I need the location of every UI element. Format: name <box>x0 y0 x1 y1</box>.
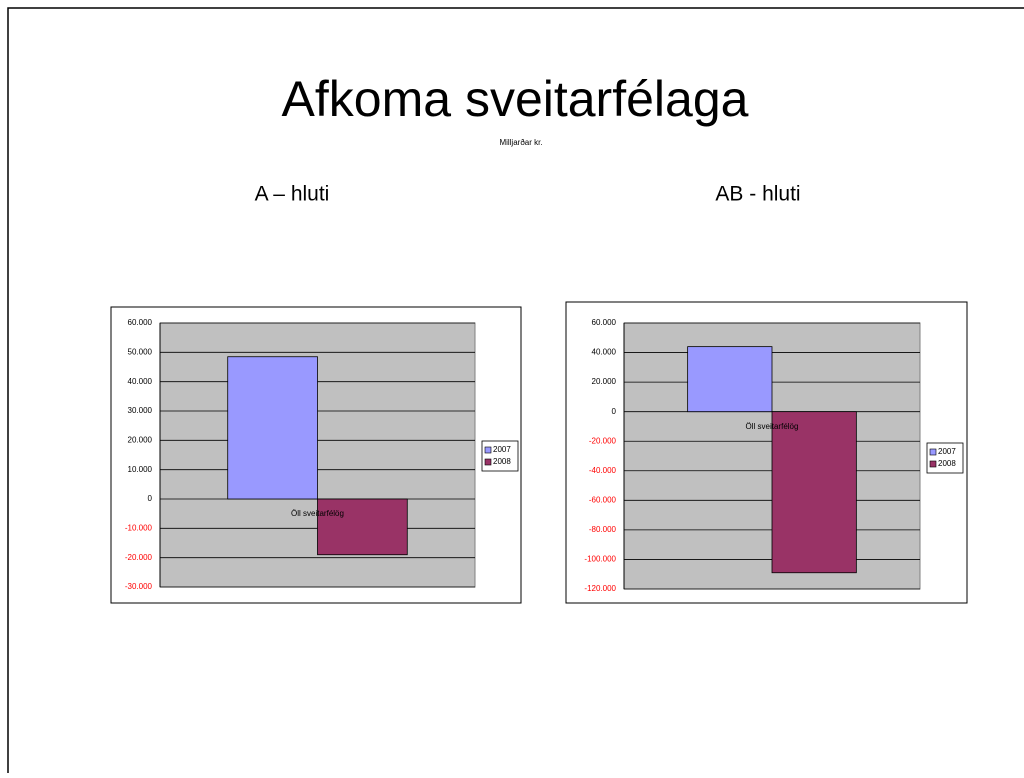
legend-box <box>481 440 519 472</box>
bar <box>771 411 857 574</box>
legend-swatch <box>929 448 937 456</box>
y-tick-label: 30.000 <box>128 406 153 415</box>
legend-swatch <box>484 458 492 466</box>
y-tick-label: -20.000 <box>125 553 153 562</box>
y-tick-label: 20.000 <box>592 377 617 386</box>
slide-subtitle: Milljarðar kr. <box>499 138 542 147</box>
category-label: Öll sveitarfélög <box>291 509 344 518</box>
bar <box>227 356 318 500</box>
slide-frame <box>7 7 1024 778</box>
y-tick-label: -20.000 <box>589 436 617 445</box>
y-tick-label: -40.000 <box>589 466 617 475</box>
legend-label: 2008 <box>938 459 956 468</box>
y-tick-label: 60.000 <box>128 318 153 327</box>
y-tick-label: -80.000 <box>589 525 617 534</box>
y-tick-label: -10.000 <box>125 523 153 532</box>
y-tick-label: -100.000 <box>584 555 616 564</box>
y-tick-label: 20.000 <box>128 435 153 444</box>
y-tick-label: 40.000 <box>592 348 617 357</box>
y-tick-label: -60.000 <box>589 495 617 504</box>
y-tick-label: 0 <box>148 494 153 503</box>
bar <box>317 498 408 556</box>
legend-box <box>926 442 964 474</box>
chart-title: AB - hluti <box>715 183 800 206</box>
legend-label: 2008 <box>493 457 511 466</box>
y-tick-label: 40.000 <box>128 377 153 386</box>
y-tick-label: 60.000 <box>592 318 617 327</box>
legend-swatch <box>929 460 937 468</box>
legend-swatch <box>484 446 492 454</box>
legend-label: 2007 <box>493 445 511 454</box>
category-label: Öll sveitarfélög <box>746 422 799 431</box>
slide-title: Afkoma sveitarfélaga <box>282 71 749 127</box>
y-tick-label: 50.000 <box>128 347 153 356</box>
chart-title: A – hluti <box>255 183 330 206</box>
y-tick-label: 10.000 <box>128 465 153 474</box>
y-tick-label: -120.000 <box>584 584 616 593</box>
y-tick-label: 0 <box>612 407 617 416</box>
legend-label: 2007 <box>938 447 956 456</box>
bar <box>687 346 773 413</box>
y-tick-label: -30.000 <box>125 582 153 591</box>
